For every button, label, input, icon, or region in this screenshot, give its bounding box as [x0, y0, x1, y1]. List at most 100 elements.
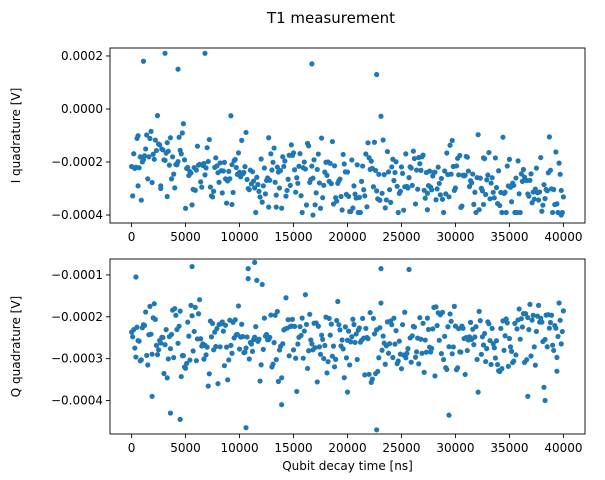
data-point — [157, 142, 163, 148]
data-point — [436, 180, 442, 187]
data-point — [420, 320, 426, 326]
data-point — [344, 169, 351, 175]
data-point — [403, 151, 409, 157]
data-point — [253, 209, 259, 216]
data-point — [389, 164, 395, 170]
data-point — [239, 321, 245, 327]
data-point — [423, 349, 429, 355]
data-point — [190, 348, 196, 354]
data-point — [302, 292, 308, 298]
data-point — [320, 195, 326, 201]
data-point — [556, 300, 562, 306]
data-point — [198, 336, 204, 342]
data-point — [306, 348, 312, 354]
data-point — [412, 354, 419, 360]
data-point — [143, 309, 149, 315]
data-point — [297, 151, 303, 157]
data-point — [309, 341, 315, 347]
data-point — [477, 318, 483, 324]
data-point — [233, 164, 239, 171]
data-point — [203, 352, 209, 358]
data-point — [335, 298, 341, 305]
data-point — [209, 320, 216, 327]
data-point — [444, 150, 450, 156]
data-point — [421, 369, 427, 375]
data-point — [309, 163, 315, 169]
data-point — [532, 362, 538, 368]
data-point — [393, 159, 399, 165]
data-point — [153, 147, 160, 154]
data-point — [267, 177, 273, 183]
data-point — [474, 356, 480, 363]
x-tick-label: 25000 — [382, 441, 420, 455]
data-point — [387, 187, 393, 193]
data-point — [542, 397, 548, 404]
x-tick-label: 30000 — [436, 230, 474, 244]
data-point — [220, 328, 226, 334]
x-tick-label: 40000 — [544, 230, 582, 244]
data-point — [242, 164, 248, 170]
scatter-points — [128, 259, 567, 433]
data-point — [555, 333, 561, 340]
x-tick-label: 40000 — [544, 441, 582, 455]
data-point — [389, 322, 395, 328]
data-point — [388, 199, 394, 205]
data-point — [518, 316, 524, 322]
data-point — [194, 143, 201, 149]
data-point — [209, 194, 216, 200]
data-point — [244, 176, 250, 183]
data-point — [401, 207, 407, 213]
data-point — [249, 169, 256, 175]
data-point — [345, 328, 352, 334]
data-point — [399, 170, 406, 177]
data-point — [381, 172, 387, 178]
data-point — [554, 201, 560, 207]
x-tick-label: 15000 — [274, 441, 312, 455]
data-point — [203, 165, 209, 171]
data-point — [484, 346, 490, 352]
data-point — [211, 188, 217, 194]
data-point — [411, 155, 418, 162]
data-point — [434, 186, 440, 192]
data-point — [172, 185, 178, 191]
data-point — [343, 355, 350, 361]
data-point — [493, 338, 500, 344]
data-point — [286, 353, 292, 359]
data-point — [531, 196, 537, 202]
data-point — [432, 373, 438, 379]
data-point — [320, 336, 326, 343]
data-point — [214, 163, 220, 169]
data-point — [186, 333, 192, 339]
data-point — [165, 148, 171, 154]
data-point — [327, 332, 333, 338]
data-point — [477, 175, 483, 181]
data-point — [160, 334, 166, 341]
data-point — [349, 334, 355, 340]
data-point — [272, 312, 278, 318]
data-point — [310, 212, 316, 218]
data-point — [513, 175, 519, 181]
data-point — [520, 166, 527, 173]
data-point — [133, 354, 139, 360]
data-point — [371, 139, 378, 145]
data-point — [439, 309, 446, 315]
data-point — [504, 320, 510, 326]
data-point — [168, 331, 175, 338]
data-point — [350, 205, 356, 211]
data-point — [192, 304, 198, 310]
data-point — [150, 151, 156, 157]
data-point — [147, 135, 153, 142]
data-point — [281, 163, 287, 170]
data-point — [273, 357, 279, 363]
data-point — [356, 325, 362, 331]
data-point — [540, 202, 546, 208]
data-point — [171, 355, 177, 361]
data-point — [372, 167, 379, 174]
data-point — [290, 150, 297, 156]
data-point — [321, 355, 327, 362]
data-point — [518, 171, 524, 177]
data-point — [318, 332, 325, 338]
data-point — [146, 154, 152, 160]
data-point — [349, 157, 355, 163]
data-point — [158, 185, 164, 192]
